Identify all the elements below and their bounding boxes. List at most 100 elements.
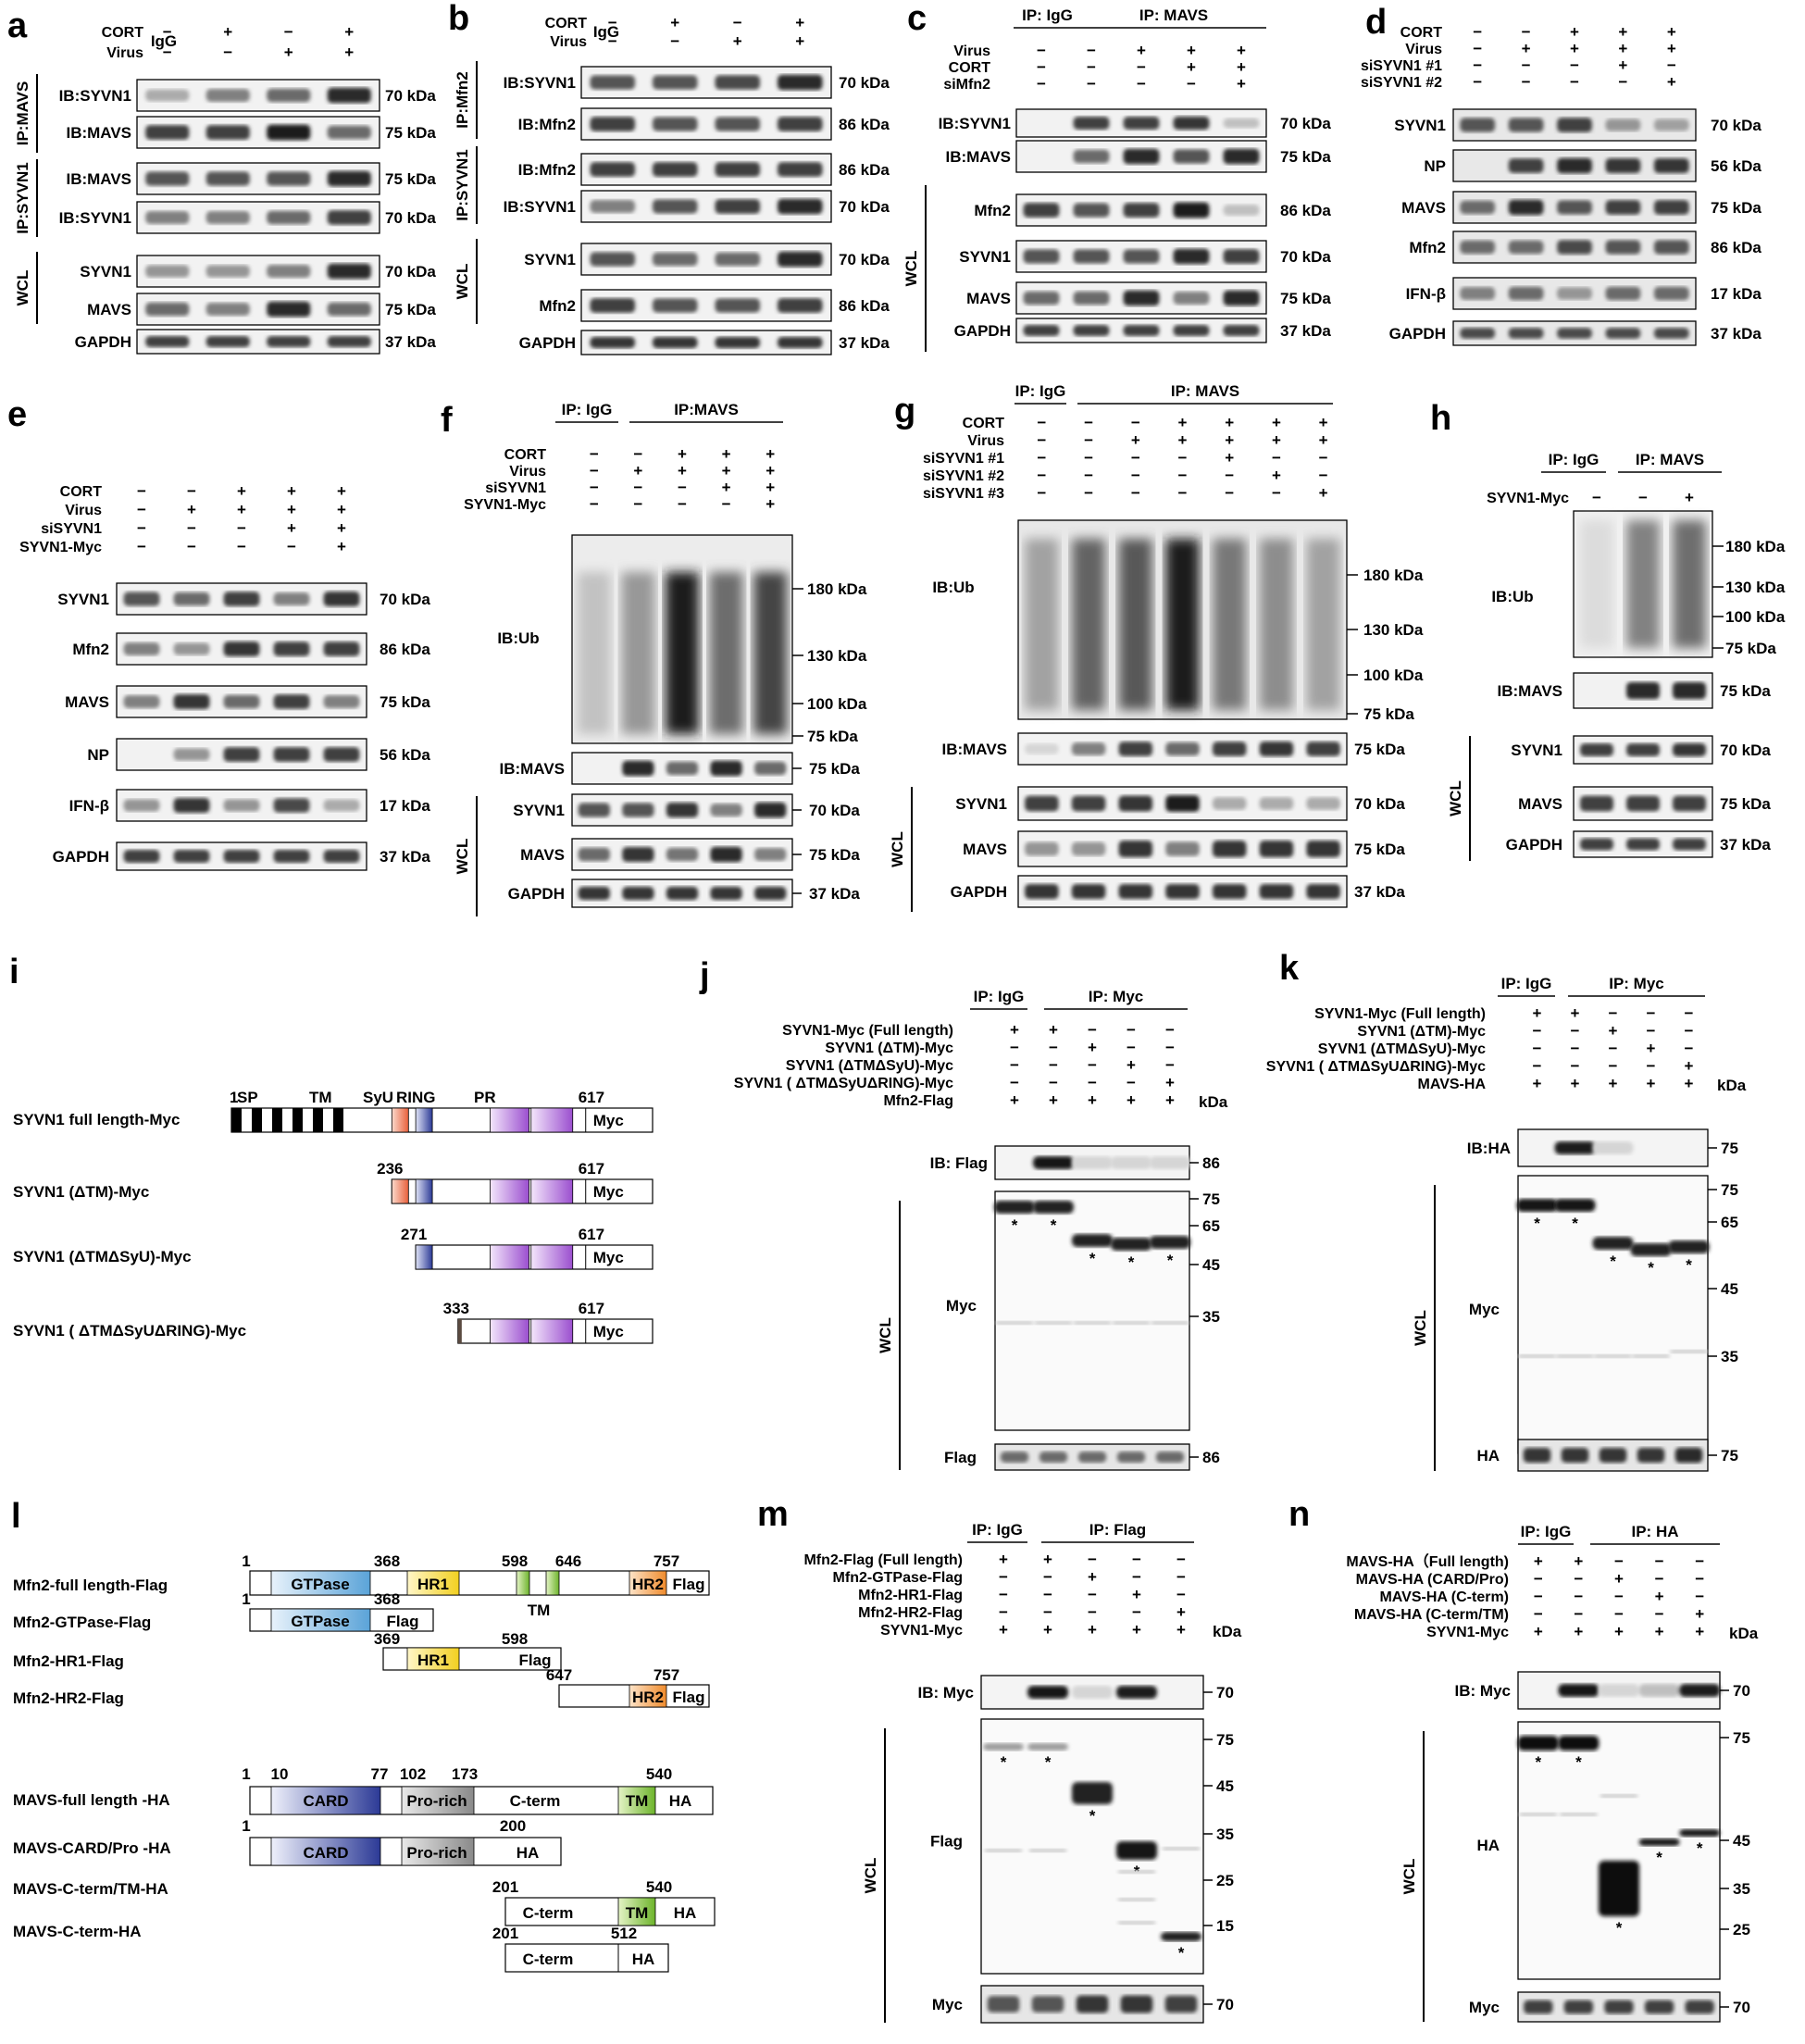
d-condition: + <box>1570 23 1579 41</box>
band-lane <box>1165 795 1200 812</box>
h-blot-2 <box>1573 786 1713 821</box>
panel-i-label: i <box>9 953 19 991</box>
ub-smear-lane <box>1673 520 1706 648</box>
d-condition: − <box>1618 73 1627 91</box>
c-blot-1 <box>1015 140 1267 173</box>
a-band-kda: 37 kDa <box>385 333 436 351</box>
g-row-label: siSYVN1 #3 <box>923 486 1004 502</box>
band-lane <box>173 748 210 761</box>
f-condition: − <box>590 479 599 496</box>
band-lane <box>205 265 250 278</box>
l-mavs-name: MAVS-CARD/Pro -HA <box>13 1839 171 1857</box>
band-lane <box>590 162 636 177</box>
k-row-label: SYVN1 ( ΔTMΔSyUΔRING)-Myc <box>1266 1059 1486 1075</box>
l-card-label-2: CARD <box>303 1844 348 1862</box>
n-condition: − <box>1695 1588 1704 1605</box>
h-blot-1 <box>1573 735 1713 765</box>
k-condition: − <box>1685 1022 1694 1040</box>
j-condition: − <box>1127 1039 1136 1056</box>
band-lane <box>1306 841 1340 857</box>
f-condition: + <box>678 462 687 480</box>
g-band-label: GAPDH <box>951 883 1007 901</box>
band-lane <box>327 335 371 348</box>
band-lane <box>1071 795 1106 812</box>
n-condition: + <box>1655 1588 1664 1605</box>
d-band-label: MAVS <box>1401 199 1446 217</box>
c-condition: − <box>1037 58 1046 76</box>
e-condition: − <box>187 482 196 500</box>
m-row-label: Mfn2-HR2-Flag <box>858 1605 963 1621</box>
band-lane <box>267 124 311 141</box>
b-blot-2 <box>580 153 832 186</box>
m-ip-igg: IP: IgG <box>972 1521 1023 1539</box>
c-group-wcl: WCL <box>902 251 920 287</box>
band-lane <box>123 642 160 655</box>
m-condition: + <box>1043 1551 1052 1568</box>
b-band-label: IB:Mfn2 <box>518 161 576 179</box>
band-lane <box>710 804 742 816</box>
n-row-label: MAVS-HA (CARD/Pro) <box>1356 1572 1509 1588</box>
band-lane <box>777 198 823 215</box>
e-band-label: GAPDH <box>53 848 109 866</box>
e-condition: − <box>237 538 246 555</box>
c-condition: + <box>1137 42 1146 59</box>
i-domain-ring: RING <box>396 1089 436 1106</box>
l-mavs-number: 540 <box>646 1878 672 1896</box>
k-condition: − <box>1609 1057 1618 1075</box>
g-band-label: SYVN1 <box>955 795 1007 813</box>
d-condition: + <box>1618 23 1627 41</box>
g-condition: − <box>1037 414 1046 431</box>
h-ub-label: IB:Ub <box>1491 588 1533 605</box>
band-lane <box>1557 200 1592 215</box>
i-construct-bar <box>391 1178 654 1204</box>
g-condition: − <box>1272 449 1281 467</box>
band-lane <box>1073 291 1110 305</box>
c-band-kda: 37 kDa <box>1280 322 1331 340</box>
k-condition: + <box>1685 1075 1694 1092</box>
l-mavs-number: 1 <box>242 1817 250 1835</box>
band-lane <box>1653 240 1689 255</box>
m-row-label: SYVN1-Myc <box>880 1623 963 1639</box>
a-condition: + <box>344 23 354 41</box>
l-cterm-label-3: C-term <box>523 1951 574 1968</box>
i-domain-pr: PR <box>474 1089 496 1106</box>
e-condition: + <box>187 501 196 518</box>
band-lane <box>715 336 761 349</box>
band-lane <box>1165 742 1200 756</box>
e-band-kda: 37 kDa <box>380 848 430 866</box>
b-blot-0 <box>580 66 832 99</box>
c-band-kda: 70 kDa <box>1280 115 1331 132</box>
g-marker: 75 kDa <box>1363 705 1414 723</box>
band-lane <box>987 1996 1020 2013</box>
band-lane <box>1073 149 1110 164</box>
e-blot-5 <box>116 841 367 871</box>
m-ib-label: IB: Myc <box>918 1684 974 1701</box>
band-lane <box>123 592 160 606</box>
n-row-label: MAVS-HA (C-term) <box>1379 1589 1509 1605</box>
j-condition: − <box>1010 1039 1019 1056</box>
e-band-kda: 17 kDa <box>380 797 430 815</box>
faint-band <box>996 1321 1033 1325</box>
band-lane <box>1173 324 1210 337</box>
panel-b-label: b <box>448 0 469 38</box>
a-group-wcl: WCL <box>14 270 31 306</box>
n-group-wcl: WCL <box>1400 1859 1418 1895</box>
a-condition: − <box>163 44 172 61</box>
k-ib-blot <box>1517 1128 1709 1167</box>
band-lane <box>1508 328 1544 339</box>
band-lane <box>1306 883 1340 900</box>
j-condition: − <box>1088 1021 1097 1039</box>
band-lane <box>1023 249 1060 264</box>
band-lane <box>1164 1995 1198 2013</box>
g-row-label: siSYVN1 #2 <box>923 468 1004 484</box>
g-band-kda: 70 kDa <box>1354 795 1405 813</box>
e-row-label: Virus <box>65 503 102 518</box>
d-band-label: SYVN1 <box>1394 117 1446 134</box>
e-condition: + <box>237 482 246 500</box>
f-band-label: IB:MAVS <box>499 760 565 778</box>
k-condition: − <box>1533 1057 1542 1075</box>
f-condition: + <box>766 479 775 496</box>
m-group-wcl: WCL <box>862 1858 879 1894</box>
band-lane <box>1023 324 1060 337</box>
c-condition: − <box>1137 58 1146 76</box>
